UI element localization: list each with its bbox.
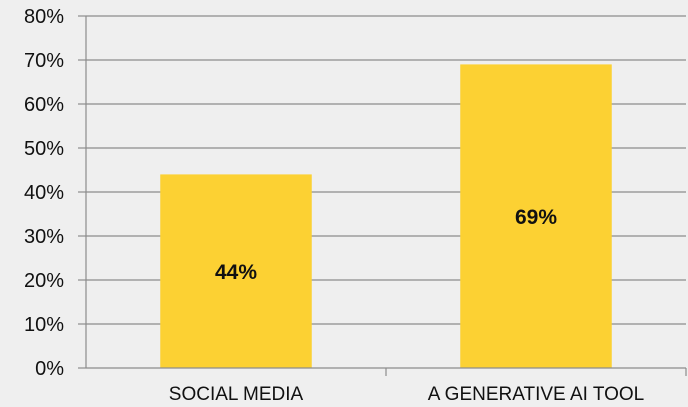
data-labels: 44% 69% bbox=[215, 206, 557, 284]
x-tick-label: SOCIAL MEDIA bbox=[169, 384, 304, 405]
bar bbox=[460, 64, 612, 369]
y-tick-label: 0% bbox=[35, 358, 64, 380]
x-tick-label: A GENERATIVE AI TOOL bbox=[428, 384, 644, 405]
y-tick-label: 60% bbox=[24, 94, 64, 116]
y-tick-label: 80% bbox=[24, 6, 64, 28]
y-tick-label: 30% bbox=[24, 226, 64, 248]
y-tick-label: 40% bbox=[24, 182, 64, 204]
tick-labels: 0% 10% 20% 30% 40% 50% 60% 70% 80% SOCIAL MEDIA A … bbox=[24, 6, 644, 405]
bars bbox=[160, 64, 612, 369]
y-tick-label: 10% bbox=[24, 314, 64, 336]
y-tick-label: 50% bbox=[24, 138, 64, 160]
data-label: 69% bbox=[515, 206, 557, 229]
y-tick-label: 70% bbox=[24, 50, 64, 72]
bar bbox=[160, 174, 312, 368]
axes bbox=[78, 15, 687, 376]
data-label: 44% bbox=[215, 261, 257, 284]
y-tick-label: 20% bbox=[24, 270, 64, 292]
